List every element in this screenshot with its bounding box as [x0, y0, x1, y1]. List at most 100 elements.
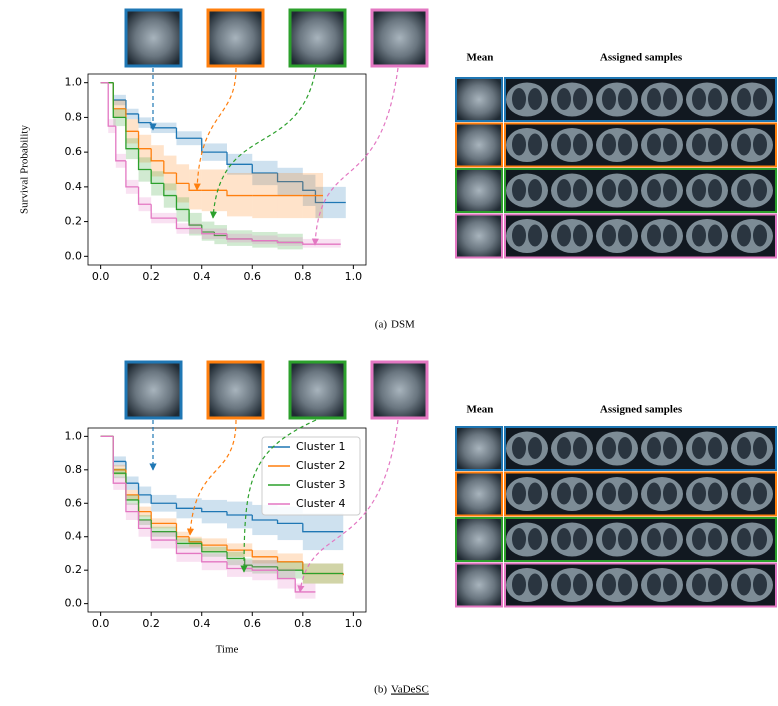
- y-tick-label: 0.0: [65, 597, 83, 610]
- survival-curve: [100, 82, 341, 248]
- sample-lung: [708, 528, 722, 550]
- confidence-band: [201, 221, 215, 241]
- step-segment: [163, 183, 177, 197]
- samples-header: Assigned samples: [600, 52, 683, 64]
- confidence-band: [315, 238, 341, 248]
- x-tick-label: 0.4: [193, 617, 211, 630]
- step-segment: [251, 164, 278, 174]
- sample-lung: [708, 133, 722, 156]
- step-segment: [188, 209, 202, 226]
- sample-lung: [602, 133, 616, 156]
- step-segment: [276, 520, 303, 524]
- confidence-band: [227, 233, 253, 243]
- cluster-arrow: [186, 419, 237, 536]
- sample-lung: [737, 224, 751, 247]
- sample-lung: [573, 224, 587, 247]
- survival-curve: [100, 82, 346, 219]
- sample-lung: [737, 179, 751, 201]
- samples-row: [504, 168, 777, 213]
- step-segment: [302, 570, 344, 575]
- sample-lung: [557, 179, 571, 201]
- samples-header: Assigned samples: [600, 404, 683, 416]
- x-tick-label: 0.8: [294, 617, 312, 630]
- x-tick-label: 0.2: [142, 270, 160, 283]
- sample-lung: [663, 482, 677, 505]
- caption-label: (b): [374, 684, 387, 696]
- step-segment: [251, 565, 278, 568]
- sample-lung: [737, 133, 751, 156]
- caption-method: DSM: [391, 319, 415, 331]
- samples-row: [504, 562, 777, 608]
- step-segment: [188, 536, 202, 543]
- step-segment: [302, 181, 316, 191]
- confidence-band: [295, 583, 316, 599]
- sample-lung: [737, 482, 751, 505]
- step-segment: [137, 148, 152, 171]
- sample-lung: [602, 573, 616, 596]
- sample-lung: [528, 224, 542, 247]
- mean-cell: [455, 426, 503, 471]
- legend-frame: [261, 436, 361, 516]
- step-segment: [251, 238, 278, 242]
- sample-lung: [573, 528, 587, 550]
- sample-lung: [708, 224, 722, 247]
- sample-lung: [692, 437, 706, 459]
- sample-lung: [573, 133, 587, 156]
- sample-lung: [647, 573, 661, 596]
- x-tick-label: 0.2: [142, 617, 160, 630]
- x-tick-label: 1.0: [345, 617, 363, 630]
- y-tick-label: 0.2: [65, 215, 83, 228]
- sample-lung: [512, 573, 526, 596]
- step-segment: [112, 82, 126, 119]
- step-segment: [150, 204, 177, 219]
- sample-lung: [573, 482, 587, 505]
- sample-lung: [753, 133, 767, 156]
- step-segment: [251, 568, 278, 571]
- step-segment: [201, 508, 227, 513]
- sample-lung: [528, 573, 542, 596]
- x-tick-label: 0.0: [92, 270, 110, 283]
- mean-cell: [455, 517, 503, 562]
- sample-lung: [663, 88, 677, 110]
- y-tick-label: 0.4: [65, 530, 83, 543]
- step-segment: [175, 195, 190, 211]
- sample-lung: [528, 88, 542, 110]
- sample-lung: [602, 482, 616, 505]
- sample-lung: [692, 88, 706, 110]
- x-tick-label: 0.8: [294, 270, 312, 283]
- sample-lung: [708, 88, 722, 110]
- sample-lung: [528, 437, 542, 459]
- sample-lung: [557, 88, 571, 110]
- step-segment: [150, 494, 177, 504]
- samples-row: [504, 122, 777, 168]
- mean-cell: [455, 471, 503, 517]
- cluster-arrow: [193, 67, 237, 191]
- plot-frame: [87, 427, 367, 613]
- sample-lung: [692, 133, 706, 156]
- step-segment: [137, 113, 152, 124]
- step-segment: [276, 556, 303, 563]
- sample-lung: [663, 437, 677, 459]
- step-segment: [201, 543, 227, 553]
- survival-curve: [100, 435, 316, 599]
- sample-lung: [737, 88, 751, 110]
- cluster-arrow: [240, 419, 317, 573]
- sample-lung: [647, 482, 661, 505]
- step-segment: [226, 233, 253, 240]
- sample-lung: [512, 437, 526, 459]
- sample-lung: [602, 224, 616, 247]
- sample-lung: [663, 179, 677, 201]
- step-segment: [226, 190, 253, 197]
- sample-lung: [528, 133, 542, 156]
- cluster-mean-image: [206, 8, 265, 68]
- x-tick-label: 1.0: [345, 270, 363, 283]
- step-segment: [226, 551, 245, 560]
- step-segment: [125, 483, 139, 513]
- samples-row: [504, 426, 777, 471]
- sample-lung: [753, 437, 767, 459]
- sample-lung: [708, 437, 722, 459]
- step-segment: [226, 511, 253, 516]
- sample-lung: [573, 573, 587, 596]
- cluster-mean-image: [370, 360, 429, 420]
- sample-lung: [647, 88, 661, 110]
